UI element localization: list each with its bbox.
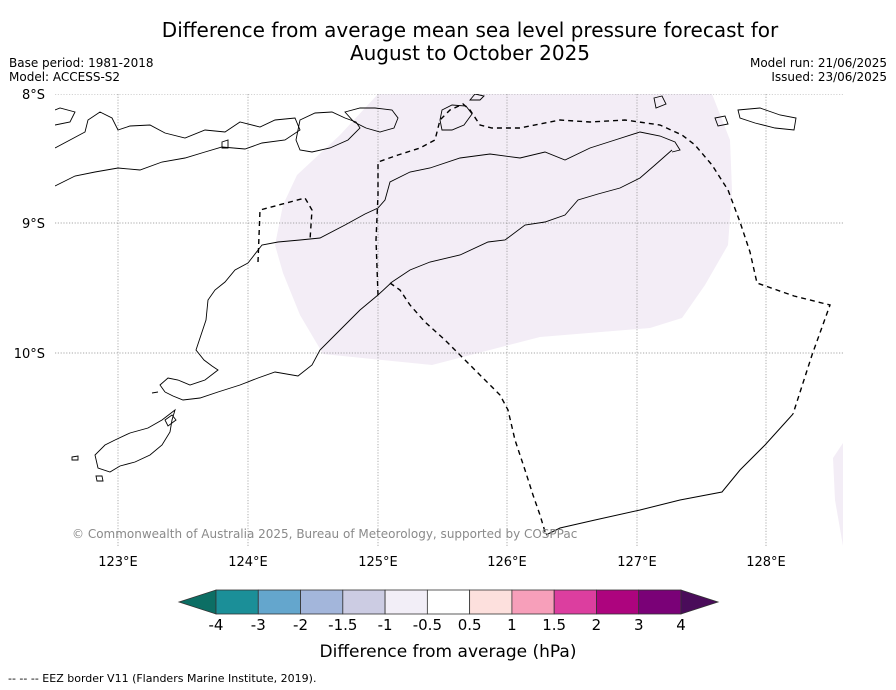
footer-note: -- -- -- EEZ border V11 (Flanders Marine…: [8, 672, 317, 685]
map-title-line2: August to October 2025: [349, 41, 591, 65]
lat-label-10s: 10°S: [14, 347, 45, 362]
colorbar-tick-label: 1.5: [542, 616, 566, 634]
colorbar-bin: [426, 589, 471, 615]
lon-label-124e: 124°E: [228, 555, 268, 570]
colorbar-tick-label: -1: [378, 616, 393, 634]
anomaly-region: [275, 94, 732, 365]
colorbar-bin: [300, 589, 344, 615]
colorbar-tick-label: 2: [592, 616, 602, 634]
lon-label-127e: 127°E: [617, 555, 657, 570]
colorbar-tick-label: 1: [507, 616, 517, 634]
colorbar-bin: [511, 589, 555, 615]
map-title-line1: Difference from average mean sea level p…: [161, 18, 779, 42]
lat-label-8s: 8°S: [22, 88, 45, 103]
lon-label-128e: 128°E: [746, 555, 786, 570]
colorbar: [177, 589, 720, 615]
lon-label-123e: 123°E: [98, 555, 138, 570]
colorbar-label: Difference from average (hPa): [320, 642, 577, 662]
issued-text: Issued: 23/06/2025: [771, 70, 887, 84]
lon-label-126e: 126°E: [487, 555, 527, 570]
lon-label-125e: 125°E: [358, 555, 398, 570]
colorbar-bin: [215, 589, 259, 615]
colorbar-tick-label: 4: [676, 616, 686, 634]
base-info: Base period: 1981-2018 Model: ACCESS-S2: [9, 56, 154, 84]
colorbar-tick-label: 0.5: [458, 616, 482, 634]
colorbar-extend-high: [680, 589, 720, 615]
colorbar-tick-label: 3: [634, 616, 644, 634]
colorbar-bin: [596, 589, 640, 615]
colorbar-tick-label: -0.5: [413, 616, 442, 634]
run-info: Model run: 21/06/2025 Issued: 23/06/2025: [750, 56, 887, 84]
eez-border: [257, 103, 831, 536]
colorbar-tick-label: -4: [209, 616, 224, 634]
base-period-text: Base period: 1981-2018: [9, 56, 154, 70]
model-text: Model: ACCESS-S2: [9, 70, 121, 84]
map-area: [55, 94, 843, 546]
colorbar-bin: [257, 589, 301, 615]
colorbar-bin: [638, 589, 682, 615]
colorbar-extend-low: [177, 589, 217, 615]
coastlines: [55, 94, 797, 482]
eez-border-solid: [545, 413, 794, 536]
colorbar-bin: [553, 589, 597, 615]
colorbar-ticks: -4 -3 -2 -1.5 -1 -0.5 0.5 1 1.5 2 3 4: [209, 616, 686, 634]
copyright-text: © Commonwealth of Australia 2025, Bureau…: [72, 527, 577, 541]
colorbar-tick-label: -2: [293, 616, 308, 634]
map-title: Difference from average mean sea level p…: [120, 19, 820, 65]
colorbar-bin: [469, 589, 513, 615]
colorbar-bin: [384, 589, 428, 615]
colorbar-bin: [342, 589, 386, 615]
colorbar-tick-label: -1.5: [328, 616, 357, 634]
colorbar-tick-label: -3: [251, 616, 266, 634]
model-run-text: Model run: 21/06/2025: [749, 56, 887, 70]
anomaly-region-east: [833, 443, 843, 546]
lat-label-9s: 9°S: [22, 217, 45, 232]
